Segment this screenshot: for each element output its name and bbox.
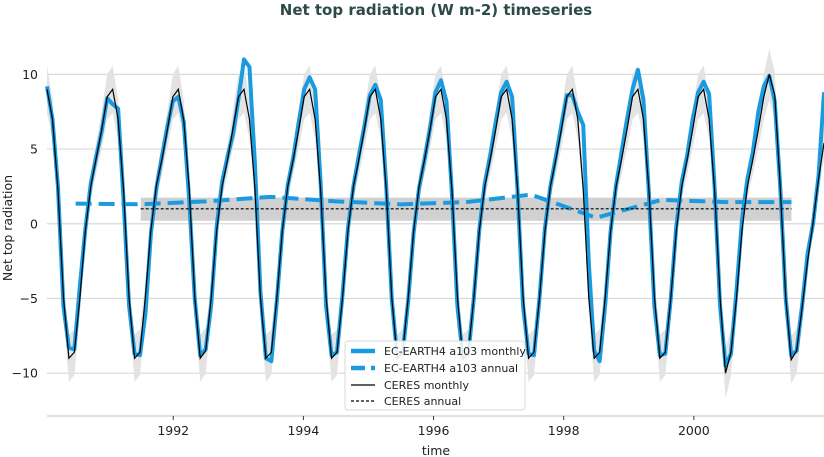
ceres-monthly-band [47, 48, 824, 399]
x-tick-label: 1992 [157, 423, 189, 438]
y-ticks: −10 −5 0 5 10 [12, 67, 38, 381]
x-tick-label: 1996 [418, 423, 450, 438]
y-tick-label: −5 [20, 291, 38, 306]
chart-title: Net top radiation (W m-2) timeseries [280, 1, 593, 19]
y-tick-label: −10 [12, 366, 38, 381]
ec-earth-annual-line [75, 192, 792, 220]
x-ticks: 1992 1994 1996 1998 2000 [157, 416, 710, 438]
y-tick-label: 5 [30, 142, 38, 157]
y-axis-label: Net top radiation [0, 175, 15, 281]
legend-label-ceres-annual: CERES annual [384, 395, 461, 408]
legend-label-ec-annual: EC-EARTH4 a103 annual [384, 362, 518, 375]
x-tick-label: 2000 [678, 423, 710, 438]
legend: EC-EARTH4 a103 monthly EC-EARTH4 a103 an… [344, 340, 526, 411]
x-tick-label: 1998 [548, 423, 580, 438]
ceres-monthly-line [46, 74, 824, 374]
legend-box [344, 340, 526, 411]
series-lines [45, 57, 824, 374]
x-tick-label: 1994 [287, 423, 319, 438]
legend-label-ec-monthly: EC-EARTH4 a103 monthly [384, 345, 526, 358]
legend-label-ceres-monthly: CERES monthly [384, 379, 469, 392]
ec-earth-monthly-line [45, 57, 824, 368]
y-tick-label: 10 [22, 67, 38, 82]
y-tick-label: 0 [30, 216, 38, 231]
x-axis-label: time [422, 443, 451, 457]
